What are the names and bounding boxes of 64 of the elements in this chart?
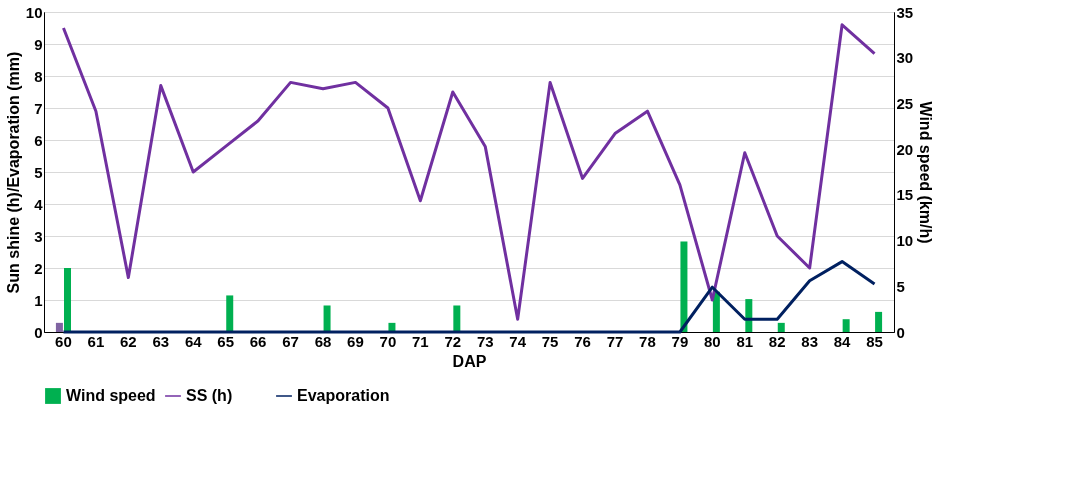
x-tick-label: 79: [671, 332, 689, 350]
y-axis-title: Sun shine (h)/Evaporation (mm): [4, 51, 22, 294]
legend-label: SS (h): [186, 387, 233, 404]
y-tick-label: 4: [34, 195, 44, 213]
y-tick-label: 1: [34, 291, 43, 309]
x-tick-label: 62: [120, 332, 137, 350]
x-tick-label: 60: [55, 332, 72, 350]
x-tick-label: 73: [476, 332, 494, 350]
y2-tick-label: 10: [896, 232, 914, 250]
x-tick-label: 72: [444, 332, 462, 350]
y-tick-label: 2: [34, 259, 43, 277]
x-tick-label: 82: [768, 332, 786, 350]
y2-tick-label: 15: [896, 186, 914, 204]
x-tick-label: 70: [379, 332, 397, 350]
y2-tick-label: 35: [896, 3, 914, 21]
x-tick-label: 85: [866, 332, 883, 350]
bar: [875, 311, 883, 332]
x-tick-label: 64: [184, 332, 203, 350]
x-tick-label: 65: [217, 332, 235, 350]
y-tick-label: 3: [34, 227, 43, 245]
y2-axis-title: Wind speed (km/h): [917, 101, 935, 244]
x-tick-label: 83: [801, 332, 818, 350]
y2-tick-label: 20: [896, 140, 914, 158]
bar: [712, 291, 720, 332]
y2-tick-label: 5: [896, 277, 905, 295]
y-tick-label: 7: [34, 99, 43, 117]
bar: [842, 319, 850, 332]
bar: [680, 241, 688, 332]
bar: [745, 299, 753, 332]
y-tick-label: 8: [34, 67, 43, 85]
bar: [64, 268, 72, 332]
x-tick-label: 66: [249, 332, 267, 350]
y2-tick-label: 30: [896, 49, 914, 67]
y-tick-label: 5: [34, 163, 43, 181]
x-tick-label: 63: [152, 332, 170, 350]
bar: [453, 305, 461, 332]
x-tick-label: 78: [639, 332, 656, 350]
y2-tick-label: 25: [896, 94, 914, 112]
y-tick-label: 10: [25, 3, 43, 21]
line-series: [61, 260, 877, 334]
y-tick-label: 0: [34, 323, 43, 341]
bar: [323, 305, 331, 332]
bar: [55, 322, 63, 332]
y-tick-label: 6: [34, 131, 43, 149]
legend-label: Wind speed: [66, 387, 156, 404]
x-tick-label: 69: [347, 332, 364, 350]
x-tick-label: 77: [606, 332, 624, 350]
x-tick-label: 61: [87, 332, 105, 350]
bar: [226, 295, 234, 332]
bar: [777, 322, 785, 332]
x-tick-label: 75: [541, 332, 559, 350]
x-tick-label: 74: [509, 332, 527, 350]
x-axis-title: DAP: [452, 352, 487, 370]
x-tick-label: 84: [833, 332, 852, 350]
x-tick-label: 80: [703, 332, 721, 350]
legend-label: Evaporation: [297, 387, 390, 404]
x-tick-label: 71: [411, 332, 429, 350]
x-tick-label: 81: [736, 332, 754, 350]
y2-tick-label: 0: [896, 323, 905, 341]
y-tick-label: 9: [34, 35, 43, 53]
x-tick-label: 76: [574, 332, 591, 350]
x-tick-label: 67: [282, 332, 299, 350]
line-series: [61, 23, 877, 321]
x-tick-label: 68: [314, 332, 332, 350]
